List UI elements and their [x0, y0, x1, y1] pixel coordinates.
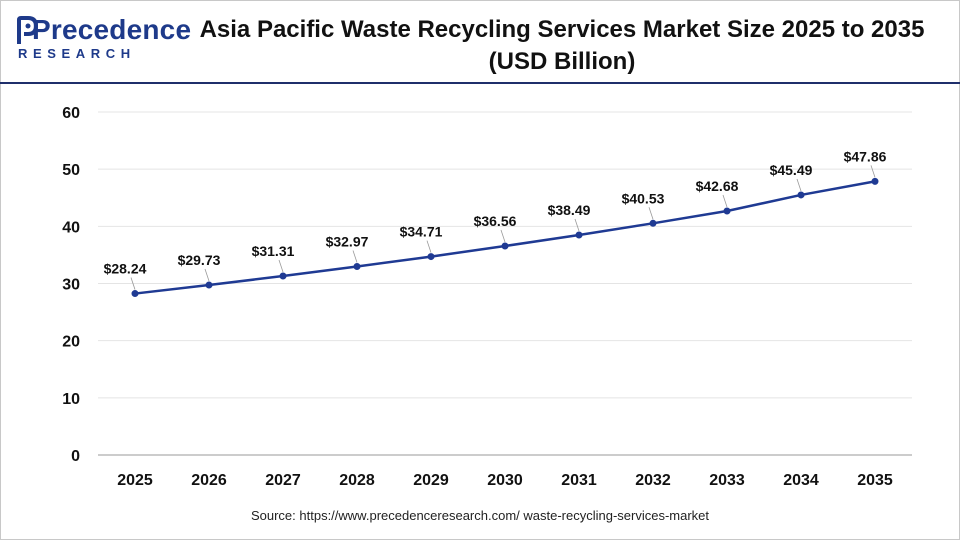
label-leader	[500, 229, 506, 243]
x-tick-label: 2030	[487, 472, 523, 489]
label-leader	[426, 240, 432, 253]
data-label: $42.68	[696, 178, 739, 194]
series-line	[134, 180, 876, 295]
data-point	[427, 253, 435, 261]
label-leader	[870, 165, 876, 178]
y-tick-label: 0	[71, 448, 80, 465]
data-label: $47.86	[844, 148, 887, 164]
x-tick-label: 2034	[783, 472, 819, 489]
data-point	[871, 177, 879, 185]
data-label: $36.56	[474, 213, 517, 229]
x-tick-label: 2025	[117, 472, 153, 489]
header-divider	[0, 82, 960, 84]
y-tick-label: 50	[62, 162, 80, 179]
data-point	[131, 290, 139, 298]
data-label: $28.24	[104, 261, 147, 277]
data-point	[501, 242, 509, 250]
label-leader	[278, 259, 284, 273]
header: Precedence RESEARCH Asia Pacific Waste R…	[0, 0, 960, 82]
label-leader	[352, 250, 358, 263]
y-tick-label: 10	[62, 391, 80, 408]
x-tick-label: 2035	[857, 472, 893, 489]
y-tick-label: 60	[62, 105, 80, 122]
data-label: $34.71	[400, 224, 443, 240]
chart-title: Asia Pacific Waste Recycling Services Ma…	[180, 14, 944, 78]
y-tick-label: 20	[62, 334, 80, 351]
brand-logo: Precedence RESEARCH	[16, 14, 191, 66]
data-label: $32.97	[326, 234, 369, 250]
x-tick-label: 2029	[413, 472, 449, 489]
y-tick-label: 40	[62, 219, 80, 236]
label-leader	[130, 277, 136, 290]
brand-mark-icon	[17, 16, 38, 44]
data-label: $40.53	[622, 190, 665, 206]
x-tick-label: 2026	[191, 472, 227, 489]
data-label: $38.49	[548, 202, 591, 218]
label-leader	[204, 268, 210, 282]
data-label: $31.31	[252, 243, 295, 259]
x-tick-label: 2032	[635, 472, 671, 489]
x-tick-label: 2028	[339, 472, 375, 489]
y-tick-label: 30	[62, 277, 80, 294]
data-label: $29.73	[178, 252, 221, 268]
label-leader	[648, 207, 654, 220]
x-tick-label: 2031	[561, 472, 597, 489]
data-label: $45.49	[770, 162, 813, 178]
data-point	[279, 272, 287, 280]
data-point	[575, 231, 583, 239]
data-point	[797, 191, 805, 199]
label-leader	[722, 194, 728, 208]
label-leader	[796, 178, 802, 192]
source-note: Source: https://www.precedenceresearch.c…	[250, 508, 710, 523]
brand-subtitle: RESEARCH	[18, 46, 136, 61]
brand-name: Precedence	[32, 14, 192, 45]
data-point	[205, 281, 213, 289]
x-tick-label: 2027	[265, 472, 301, 489]
label-leader	[574, 218, 580, 232]
x-tick-label: 2033	[709, 472, 745, 489]
chart-title-line-2: (USD Billion)	[488, 48, 636, 75]
data-point	[353, 263, 361, 271]
chart-title-line-1: Asia Pacific Waste Recycling Services Ma…	[199, 16, 925, 43]
data-point	[649, 219, 657, 227]
data-point	[723, 207, 731, 215]
